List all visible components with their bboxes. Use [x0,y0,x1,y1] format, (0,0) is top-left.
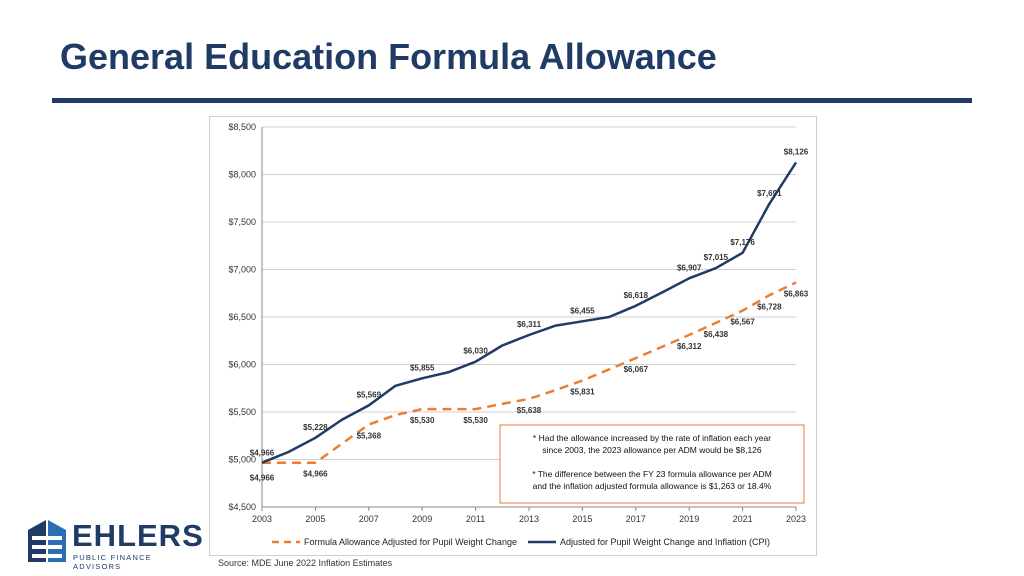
data-label-inflation: $7,015 [704,253,729,262]
data-label-formula: $6,312 [677,342,702,351]
x-tick-label: 2023 [786,514,806,524]
annotation-text: since 2003, the 2023 allowance per ADM w… [542,445,762,455]
data-label-formula: $5,831 [570,388,595,397]
x-tick-label: 2015 [572,514,592,524]
data-label-formula: $6,863 [784,290,809,299]
data-label-inflation: $5,855 [410,363,435,372]
ehlers-logo-mark [28,520,66,562]
annotation-text: * The difference between the FY 23 formu… [532,469,772,479]
data-label-inflation: $5,569 [357,390,382,399]
annotation-text: * Had the allowance increased by the rat… [533,433,771,443]
x-tick-label: 2005 [305,514,325,524]
x-tick-label: 2019 [679,514,699,524]
series-line-formula-allowance [262,281,797,464]
data-label-inflation: $7,691 [757,189,782,198]
data-label-inflation: $6,030 [463,347,488,356]
data-label-inflation: $6,618 [624,291,649,300]
title-divider [52,98,972,103]
data-label-formula: $5,368 [357,432,382,441]
data-label-inflation: $7,176 [730,238,755,247]
data-label-formula: $6,067 [624,365,649,374]
data-label-formula: $5,638 [517,406,542,415]
data-label-inflation: $5,228 [303,423,328,432]
slide-title: General Education Formula Allowance [60,36,717,77]
y-tick-label: $4,500 [228,502,256,512]
formula-allowance-chart: $4,500 $5,000 $5,500 $6,000 $6,500 $7,000 $7,5… [228,122,809,547]
data-label-inflation: $8,126 [784,148,809,157]
data-label-formula: $6,728 [757,302,782,311]
x-tick-label: 2007 [359,514,379,524]
annotation-box [499,424,805,504]
series-line-inflation-adjusted [261,161,798,464]
logo-wordmark: EHLERS [72,518,204,553]
data-label-formula: $4,966 [303,470,328,479]
data-label-inflation: $6,907 [677,263,702,272]
data-label-inflation: $4,966 [250,449,275,458]
logo-tagline: PUBLIC FINANCE ADVISORS [73,553,152,571]
x-tick-label: 2017 [626,514,646,524]
x-tick-label: 2003 [252,514,272,524]
data-label-inflation: $6,311 [517,320,542,329]
y-tick-label: $5,500 [228,407,256,417]
data-label-formula: $4,966 [250,474,275,483]
annotation-text: and the inflation adjusted formula allow… [533,481,772,491]
ehlers-logo: EHLERS PUBLIC FINANCE ADVISORS [26,516,203,571]
x-tick-label: 2013 [519,514,539,524]
y-tick-label: $5,000 [228,455,256,465]
data-label-formula: $5,530 [463,416,488,425]
y-tick-label: $8,000 [228,170,256,180]
data-label-formula: $6,567 [730,318,755,327]
x-tick-label: 2011 [466,514,485,524]
data-label-formula: $6,438 [704,330,729,339]
data-label-inflation: $6,455 [570,306,595,315]
y-tick-label: $7,000 [228,265,256,275]
x-tick-label: 2009 [412,514,432,524]
y-tick-label: $8,500 [228,122,256,132]
chart-frame: $4,500 $5,000 $5,500 $6,000 $6,500 $7,000 $7,5… [209,116,817,556]
data-label-formula: $5,530 [410,416,435,425]
x-tick-label: 2021 [733,514,753,524]
chart-source: Source: MDE June 2022 Inflation Estimate… [218,558,393,568]
y-tick-label: $6,000 [228,360,256,370]
legend-label-formula: Formula Allowance Adjusted for Pupil Wei… [304,537,517,547]
legend-label-inflation: Adjusted for Pupil Weight Change and Inf… [560,537,770,547]
y-tick-label: $7,500 [228,217,256,227]
y-tick-label: $6,500 [228,312,256,322]
